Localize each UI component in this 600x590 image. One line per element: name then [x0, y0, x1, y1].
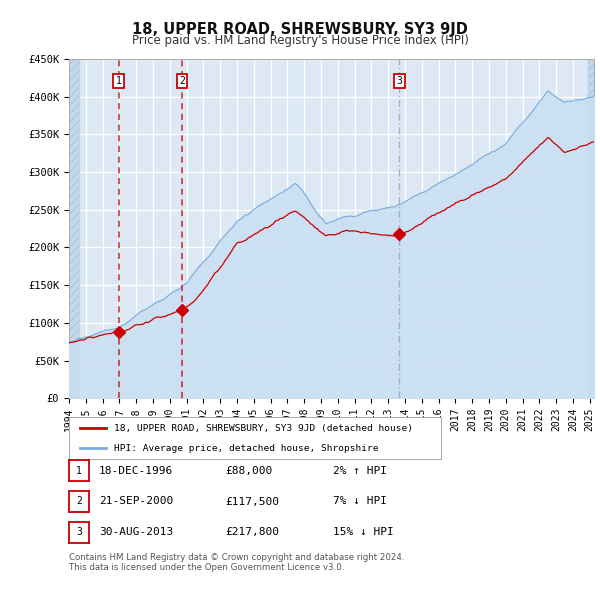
Text: 1: 1	[76, 466, 82, 476]
Text: 1: 1	[116, 76, 122, 86]
Text: £217,800: £217,800	[225, 527, 279, 537]
Text: 30-AUG-2013: 30-AUG-2013	[99, 527, 173, 537]
Text: 3: 3	[397, 76, 402, 86]
Text: £117,500: £117,500	[225, 497, 279, 506]
Text: 21-SEP-2000: 21-SEP-2000	[99, 497, 173, 506]
Text: 2: 2	[76, 497, 82, 506]
Text: 18, UPPER ROAD, SHREWSBURY, SY3 9JD (detached house): 18, UPPER ROAD, SHREWSBURY, SY3 9JD (det…	[113, 424, 413, 432]
Text: HPI: Average price, detached house, Shropshire: HPI: Average price, detached house, Shro…	[113, 444, 378, 453]
Text: This data is licensed under the Open Government Licence v3.0.: This data is licensed under the Open Gov…	[69, 563, 344, 572]
Text: 15% ↓ HPI: 15% ↓ HPI	[333, 527, 394, 537]
Text: 3: 3	[76, 527, 82, 537]
Text: 2% ↑ HPI: 2% ↑ HPI	[333, 466, 387, 476]
Text: 18-DEC-1996: 18-DEC-1996	[99, 466, 173, 476]
Text: 2: 2	[179, 76, 185, 86]
Text: 18, UPPER ROAD, SHREWSBURY, SY3 9JD: 18, UPPER ROAD, SHREWSBURY, SY3 9JD	[132, 22, 468, 37]
Text: 7% ↓ HPI: 7% ↓ HPI	[333, 497, 387, 506]
Text: Contains HM Land Registry data © Crown copyright and database right 2024.: Contains HM Land Registry data © Crown c…	[69, 553, 404, 562]
Text: £88,000: £88,000	[225, 466, 272, 476]
Text: Price paid vs. HM Land Registry's House Price Index (HPI): Price paid vs. HM Land Registry's House …	[131, 34, 469, 47]
